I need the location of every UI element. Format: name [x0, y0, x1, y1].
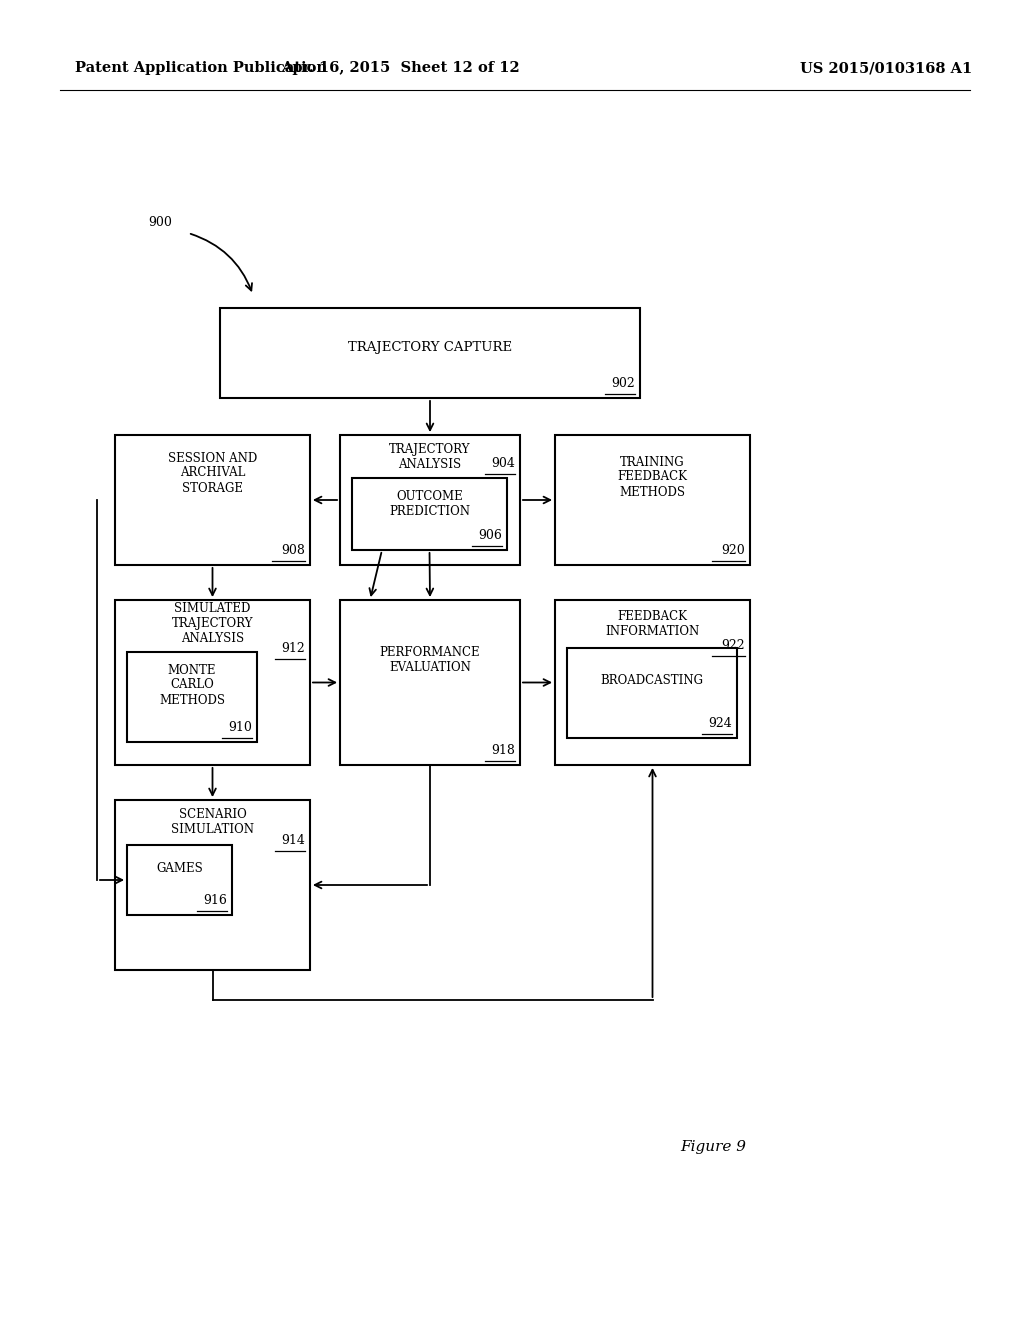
- Text: 906: 906: [478, 529, 502, 543]
- Text: 904: 904: [492, 457, 515, 470]
- Bar: [567, 648, 737, 738]
- Text: US 2015/0103168 A1: US 2015/0103168 A1: [800, 61, 972, 75]
- Bar: [340, 436, 520, 565]
- Text: Apr. 16, 2015  Sheet 12 of 12: Apr. 16, 2015 Sheet 12 of 12: [281, 61, 519, 75]
- Bar: [115, 800, 310, 970]
- Bar: [340, 601, 520, 766]
- Text: PERFORMANCE
EVALUATION: PERFORMANCE EVALUATION: [380, 645, 480, 675]
- Text: 902: 902: [611, 378, 635, 389]
- Bar: [115, 436, 310, 565]
- Bar: [220, 308, 640, 399]
- Text: SESSION AND
ARCHIVAL
STORAGE: SESSION AND ARCHIVAL STORAGE: [168, 451, 257, 495]
- Text: 918: 918: [492, 744, 515, 756]
- Text: 916: 916: [203, 894, 227, 907]
- Text: OUTCOME
PREDICTION: OUTCOME PREDICTION: [389, 490, 470, 517]
- Text: 914: 914: [282, 834, 305, 847]
- Text: 924: 924: [709, 717, 732, 730]
- Bar: [555, 436, 750, 565]
- Text: 910: 910: [228, 721, 252, 734]
- Text: GAMES: GAMES: [156, 862, 203, 875]
- Text: FEEDBACK
INFORMATION: FEEDBACK INFORMATION: [605, 610, 699, 638]
- Text: Figure 9: Figure 9: [680, 1140, 746, 1154]
- Text: TRAJECTORY CAPTURE: TRAJECTORY CAPTURE: [348, 341, 512, 354]
- Text: 922: 922: [721, 639, 745, 652]
- Text: 912: 912: [282, 642, 305, 655]
- Bar: [352, 478, 507, 550]
- Bar: [127, 652, 257, 742]
- Text: SCENARIO
SIMULATION: SCENARIO SIMULATION: [171, 808, 254, 836]
- Text: 920: 920: [721, 544, 745, 557]
- Bar: [115, 601, 310, 766]
- Bar: [555, 601, 750, 766]
- Text: 908: 908: [282, 544, 305, 557]
- Text: 900: 900: [148, 215, 172, 228]
- Text: TRAINING
FEEDBACK
METHODS: TRAINING FEEDBACK METHODS: [617, 455, 687, 499]
- Text: SIMULATED
TRAJECTORY
ANALYSIS: SIMULATED TRAJECTORY ANALYSIS: [172, 602, 253, 645]
- Text: MONTE
CARLO
METHODS: MONTE CARLO METHODS: [159, 664, 225, 706]
- Text: TRAJECTORY
ANALYSIS: TRAJECTORY ANALYSIS: [389, 444, 471, 471]
- Text: BROADCASTING: BROADCASTING: [600, 675, 703, 688]
- Bar: [127, 845, 232, 915]
- Text: Patent Application Publication: Patent Application Publication: [75, 61, 327, 75]
